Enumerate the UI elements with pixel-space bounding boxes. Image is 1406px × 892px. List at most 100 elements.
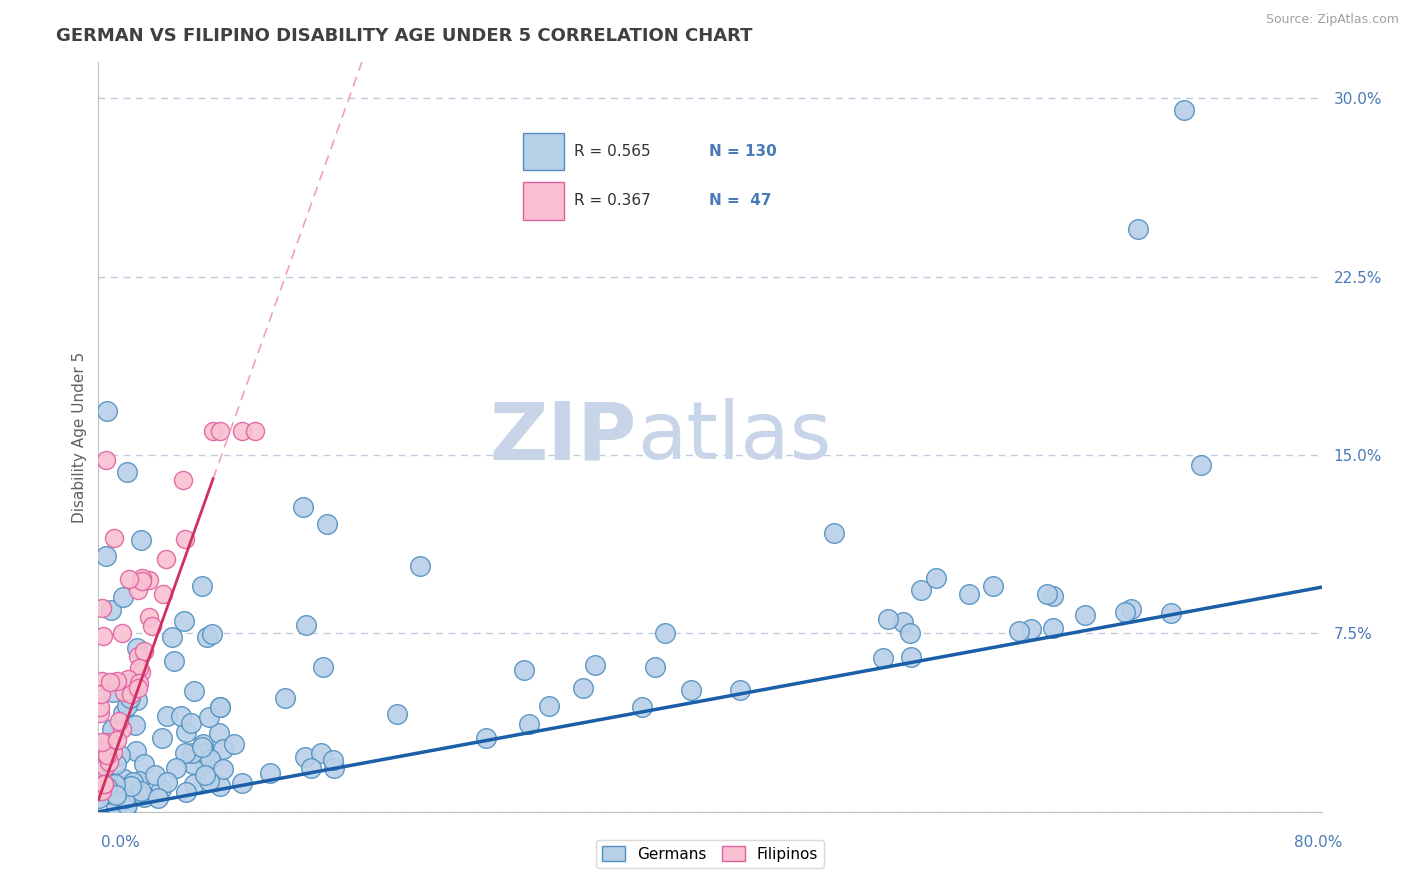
Point (115, 798, 138, 813)
Point (183, 777, 205, 791)
Point (1189, 458, 1212, 472)
Point (194, 756, 217, 771)
Point (212, 742, 235, 756)
Point (89, 783, 111, 797)
Point (517, 716, 540, 731)
Point (1021, 622, 1043, 636)
Point (1119, 602, 1142, 616)
Point (983, 579, 1005, 593)
Point (191, 739, 214, 754)
Point (231, 776, 253, 790)
Point (138, 573, 160, 587)
Point (91, 743, 114, 757)
Point (583, 658, 606, 673)
Point (101, 722, 124, 736)
Point (94, 760, 117, 774)
Point (1035, 586, 1057, 600)
Point (127, 681, 149, 695)
Text: Source: ZipAtlas.com: Source: ZipAtlas.com (1265, 13, 1399, 27)
Point (408, 559, 430, 574)
Point (128, 661, 150, 675)
Point (200, 752, 222, 766)
Point (105, 733, 128, 747)
Point (898, 626, 921, 640)
Point (174, 785, 197, 799)
Point (315, 516, 337, 531)
Point (170, 709, 193, 723)
Point (108, 714, 131, 728)
Point (118, 691, 141, 706)
Point (910, 583, 932, 598)
Point (208, 726, 231, 740)
Point (209, 700, 232, 714)
Point (96, 403, 118, 417)
Point (96, 787, 118, 801)
Point (1074, 608, 1097, 623)
Point (155, 552, 177, 566)
Point (1160, 607, 1182, 621)
Point (127, 785, 149, 799)
Point (124, 718, 146, 732)
Point (131, 571, 153, 585)
Point (299, 761, 322, 775)
Point (156, 775, 179, 789)
Point (1008, 624, 1031, 638)
Point (122, 775, 145, 789)
Point (117, 672, 139, 686)
Point (211, 762, 233, 776)
Point (322, 753, 344, 767)
Point (173, 614, 195, 628)
Point (112, 772, 135, 787)
Point (90, 783, 112, 797)
Point (1042, 621, 1064, 635)
Point (98, 674, 121, 689)
FancyBboxPatch shape (523, 182, 564, 219)
Point (100, 603, 122, 617)
Point (208, 779, 231, 793)
Point (98, 777, 121, 791)
Point (97, 734, 120, 748)
Point (152, 587, 174, 601)
Point (198, 774, 221, 789)
Point (148, 791, 170, 805)
Point (101, 773, 124, 788)
Y-axis label: Disability Age Under 5: Disability Age Under 5 (72, 351, 87, 523)
Point (90, 735, 112, 749)
Point (900, 649, 922, 664)
Text: atlas: atlas (637, 398, 831, 476)
Point (89, 700, 111, 714)
Point (104, 777, 127, 791)
Point (110, 747, 132, 762)
Point (131, 533, 153, 547)
Text: ZIP: ZIP (489, 398, 637, 476)
Point (149, 782, 172, 797)
Point (174, 747, 197, 761)
Text: R = 0.565: R = 0.565 (574, 144, 650, 159)
Point (128, 675, 150, 690)
Point (103, 531, 125, 545)
Point (104, 800, 127, 814)
Point (294, 749, 316, 764)
Point (96, 748, 118, 763)
Point (538, 699, 561, 714)
Point (125, 744, 148, 758)
FancyBboxPatch shape (523, 133, 564, 170)
Point (198, 709, 221, 723)
Point (105, 788, 128, 802)
Point (1173, 103, 1195, 117)
Point (201, 627, 224, 641)
Text: N =  47: N = 47 (710, 194, 772, 209)
Point (823, 526, 845, 541)
Point (93, 777, 115, 791)
Point (91, 673, 114, 688)
Point (105, 779, 128, 793)
Point (118, 572, 141, 586)
Point (94, 452, 117, 467)
Text: GERMAN VS FILIPINO DISABILITY AGE UNDER 5 CORRELATION CHART: GERMAN VS FILIPINO DISABILITY AGE UNDER … (56, 27, 752, 45)
Point (259, 766, 281, 780)
Point (1128, 222, 1150, 236)
Point (385, 706, 408, 721)
Point (165, 761, 187, 775)
Point (1114, 605, 1136, 619)
Point (112, 706, 135, 720)
